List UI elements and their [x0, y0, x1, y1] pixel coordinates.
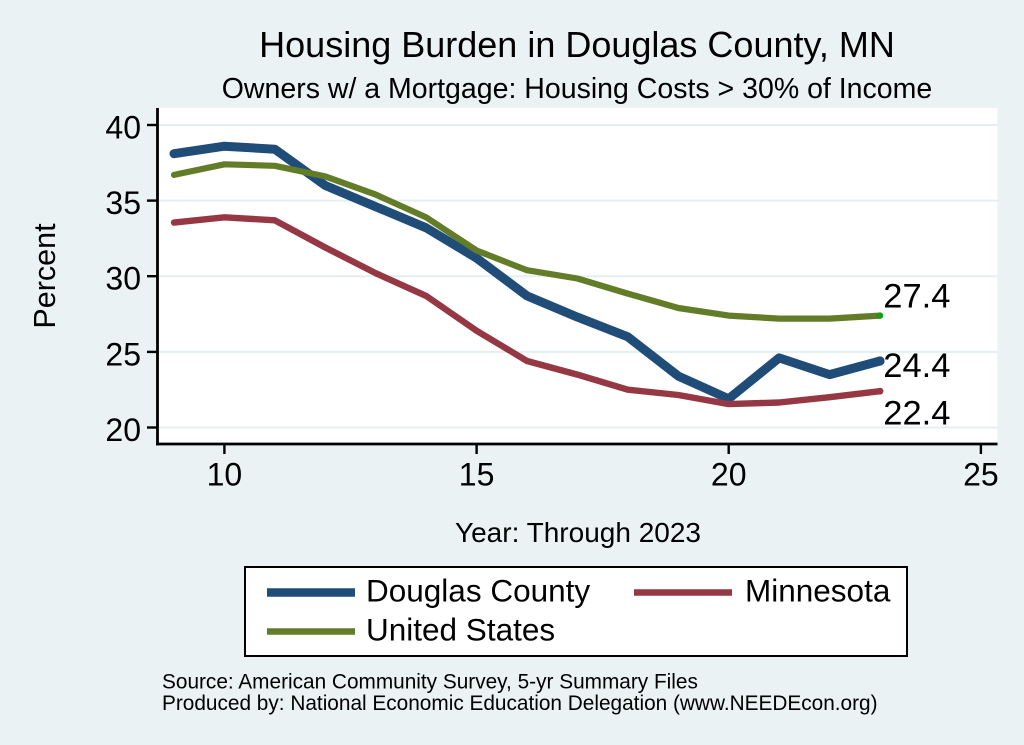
svg-text:30: 30 [105, 261, 141, 297]
svg-text:22.4: 22.4 [883, 394, 950, 432]
svg-text:Douglas County: Douglas County [366, 573, 590, 609]
svg-text:20: 20 [711, 457, 747, 493]
svg-text:24.4: 24.4 [883, 347, 950, 385]
svg-text:Minnesota: Minnesota [745, 573, 891, 609]
svg-text:25: 25 [105, 336, 141, 372]
svg-text:10: 10 [207, 457, 243, 493]
svg-text:15: 15 [459, 457, 495, 493]
svg-text:20: 20 [105, 412, 141, 448]
svg-text:25: 25 [963, 457, 999, 493]
svg-text:Source: American Community Sur: Source: American Community Survey, 5-yr … [162, 671, 698, 694]
svg-text:27.4: 27.4 [883, 278, 950, 316]
svg-text:Produced by: National Economic: Produced by: National Economic Education… [162, 692, 878, 715]
svg-text:Housing Burden in Douglas Coun: Housing Burden in Douglas County, MN [259, 24, 895, 65]
svg-text:Year: Through 2023: Year: Through 2023 [455, 517, 701, 548]
svg-text:40: 40 [105, 110, 141, 146]
svg-text:United States: United States [366, 612, 555, 648]
svg-text:Percent: Percent [28, 223, 62, 329]
svg-text:35: 35 [105, 185, 141, 221]
svg-text:Owners w/ a Mortgage: Housing: Owners w/ a Mortgage: Housing Costs > 30… [222, 73, 932, 105]
